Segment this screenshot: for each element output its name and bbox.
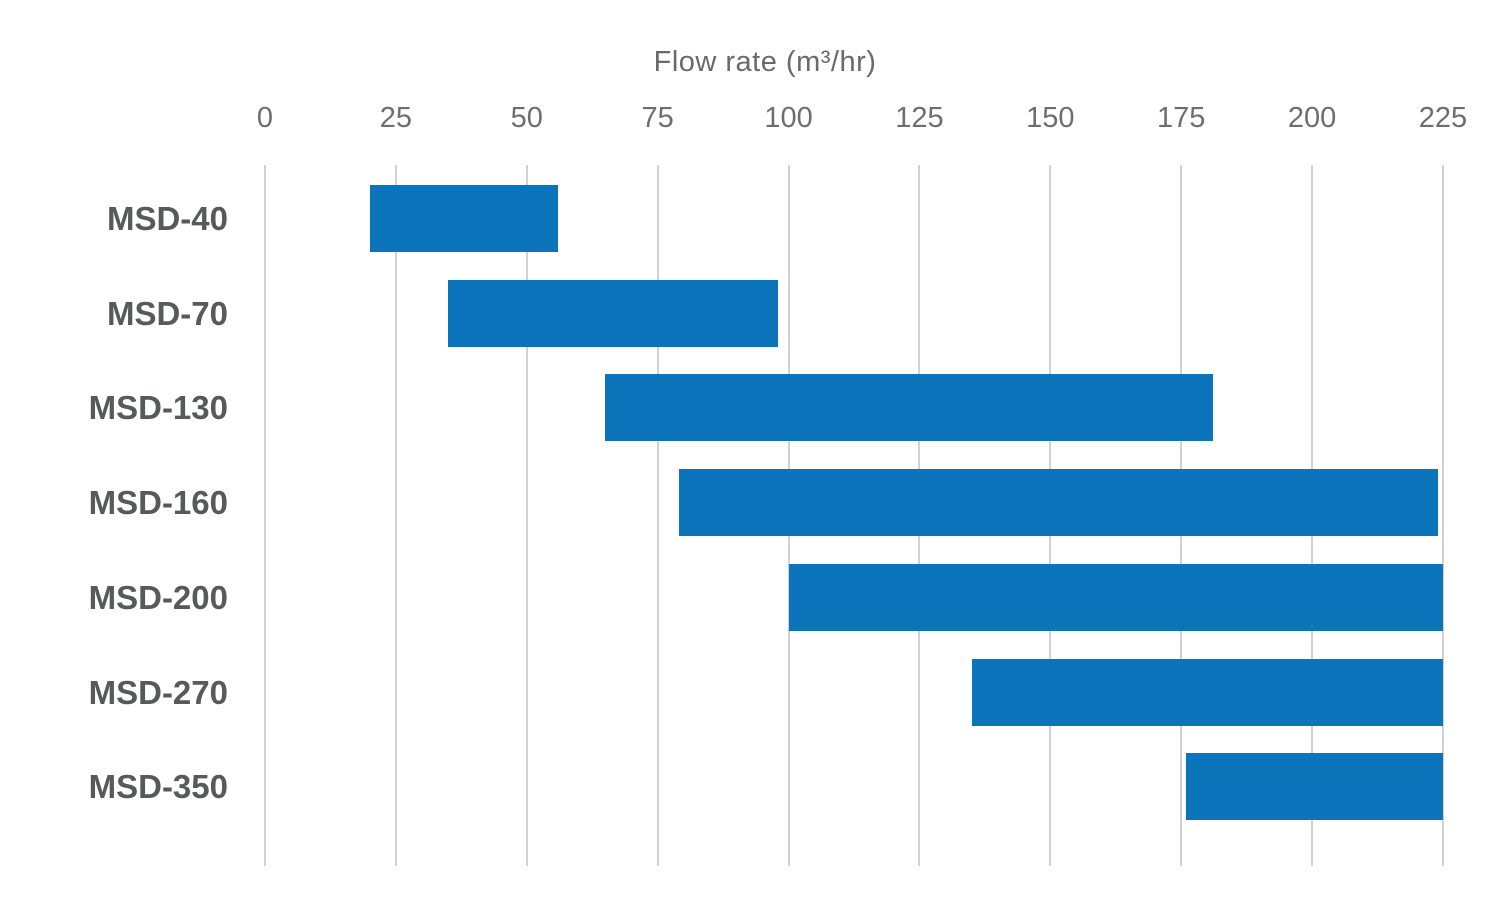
x-tick-label: 75 bbox=[641, 102, 674, 134]
gridline bbox=[525, 165, 528, 866]
bar-msd-200 bbox=[788, 563, 1443, 631]
gridline bbox=[656, 165, 659, 866]
category-label-msd-270: MSD-270 bbox=[88, 673, 228, 711]
plot-area bbox=[264, 165, 1444, 866]
chart-title: Flow rate (m³/hr) bbox=[653, 46, 877, 78]
category-label-msd-40: MSD-40 bbox=[106, 200, 228, 237]
x-tick-label: 200 bbox=[1287, 102, 1337, 134]
bar-msd-130 bbox=[605, 374, 1213, 442]
bar-msd-40 bbox=[369, 185, 559, 252]
bar-msd-270 bbox=[971, 658, 1443, 726]
x-tick-label: 225 bbox=[1418, 102, 1468, 134]
gridline bbox=[394, 165, 397, 866]
x-tick-label: 0 bbox=[256, 102, 274, 134]
category-label-msd-130: MSD-130 bbox=[88, 389, 228, 427]
bar-msd-70 bbox=[448, 279, 779, 347]
x-tick-label: 25 bbox=[379, 102, 413, 134]
x-axis-tick-labels: 0 25 50 75 100 125 150 175 200 225 bbox=[257, 99, 1467, 137]
x-tick-label: 50 bbox=[510, 102, 543, 134]
category-label-msd-70: MSD-70 bbox=[106, 294, 228, 332]
gridline bbox=[1442, 165, 1444, 866]
x-tick-label: 100 bbox=[764, 102, 813, 134]
bar-msd-160 bbox=[678, 469, 1438, 537]
x-tick-label: 125 bbox=[895, 102, 944, 134]
category-label-msd-160: MSD-160 bbox=[88, 484, 228, 522]
category-label-msd-200: MSD-200 bbox=[88, 578, 228, 616]
x-tick-label: 175 bbox=[1157, 102, 1206, 134]
category-label-msd-350: MSD-350 bbox=[88, 768, 228, 806]
bar-msd-350 bbox=[1186, 753, 1443, 821]
x-tick-label: 150 bbox=[1026, 102, 1075, 134]
gridline bbox=[264, 165, 266, 866]
